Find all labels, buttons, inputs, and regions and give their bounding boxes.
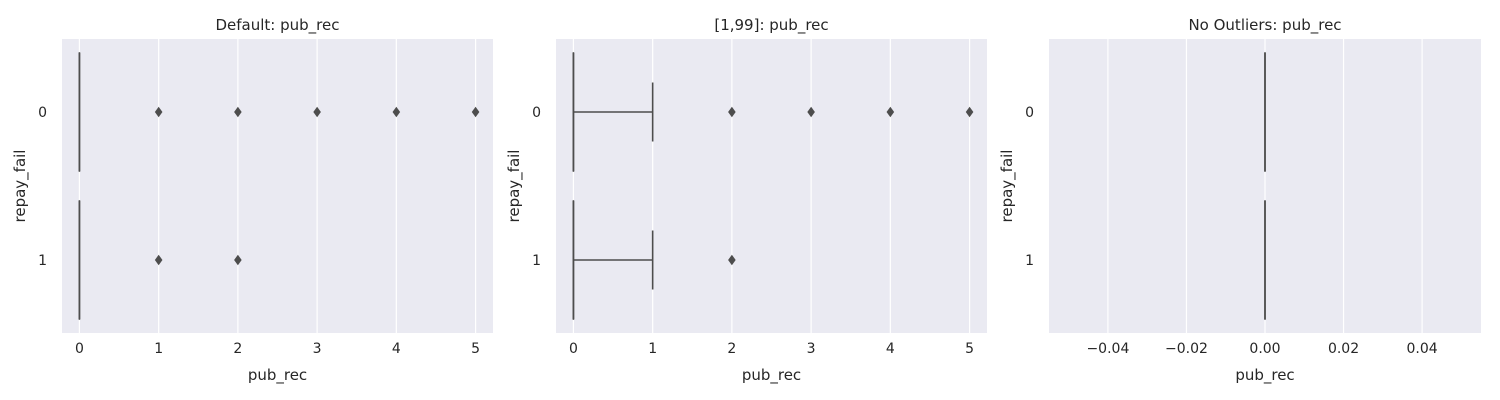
chart-panel-1: 0 1 2 3 4 5 0 1 Default: pub_rec pub_rec repay_fai… (11, 16, 493, 385)
box-group-0 (572, 52, 974, 172)
y-tick-label: 1 (38, 253, 47, 269)
y-tick-label: 0 (532, 105, 541, 121)
outlier-point (234, 106, 242, 118)
x-tick-label: 5 (965, 341, 974, 357)
chart-panel-3: −0.04 −0.02 0.00 0.02 0.04 0 1 No Outliers: pub… (998, 16, 1481, 385)
x-tick-label: 0.04 (1407, 341, 1438, 357)
outlier-point (886, 106, 895, 118)
chart-title: [1,99]: pub_rec (714, 16, 828, 35)
x-axis-label: pub_rec (248, 366, 307, 385)
x-tick-label: 3 (807, 341, 816, 357)
y-axis-label: repay_fail (505, 150, 524, 223)
y-tick-label: 1 (1025, 253, 1034, 269)
box-group-1 (572, 200, 736, 320)
x-tick-label: 0.02 (1328, 341, 1359, 357)
y-axis-label: repay_fail (998, 150, 1017, 223)
x-tick-label: 0 (75, 341, 84, 357)
chart-title: No Outliers: pub_rec (1188, 16, 1341, 35)
chart-title: Default: pub_rec (216, 16, 340, 35)
plot-area (62, 39, 493, 333)
outlier-point (392, 106, 401, 118)
x-tick-label: 4 (392, 341, 401, 357)
x-tick-label: −0.02 (1165, 341, 1208, 357)
outlier-point (234, 254, 242, 266)
outlier-point (807, 106, 815, 118)
x-tick-label: 2 (233, 341, 242, 357)
outlier-point (154, 254, 163, 266)
plot-area (556, 39, 987, 333)
outlier-point (471, 106, 480, 118)
x-tick-label: −0.04 (1086, 341, 1129, 357)
x-axis-label: pub_rec (742, 366, 801, 385)
y-axis-label: repay_fail (11, 150, 30, 223)
outlier-point (965, 106, 974, 118)
chart-panel-2: 0 1 2 3 4 5 0 1 [1,99]: pub_rec pub_rec repay_fail (505, 16, 987, 385)
outlier-point (728, 254, 736, 266)
x-tick-label: 1 (648, 341, 657, 357)
box-group-1 (78, 200, 242, 320)
x-tick-label: 0.00 (1249, 341, 1280, 357)
box-group-0 (78, 52, 480, 172)
x-tick-label: 2 (727, 341, 736, 357)
x-tick-label: 3 (313, 341, 322, 357)
outlier-point (313, 106, 321, 118)
y-tick-label: 0 (38, 105, 47, 121)
x-axis-label: pub_rec (1235, 366, 1294, 385)
y-tick-label: 0 (1025, 105, 1034, 121)
y-tick-label: 1 (532, 253, 541, 269)
outlier-point (154, 106, 163, 118)
outlier-point (728, 106, 736, 118)
x-tick-label: 5 (471, 341, 480, 357)
x-tick-label: 1 (154, 341, 163, 357)
x-tick-label: 4 (886, 341, 895, 357)
x-tick-label: 0 (569, 341, 578, 357)
